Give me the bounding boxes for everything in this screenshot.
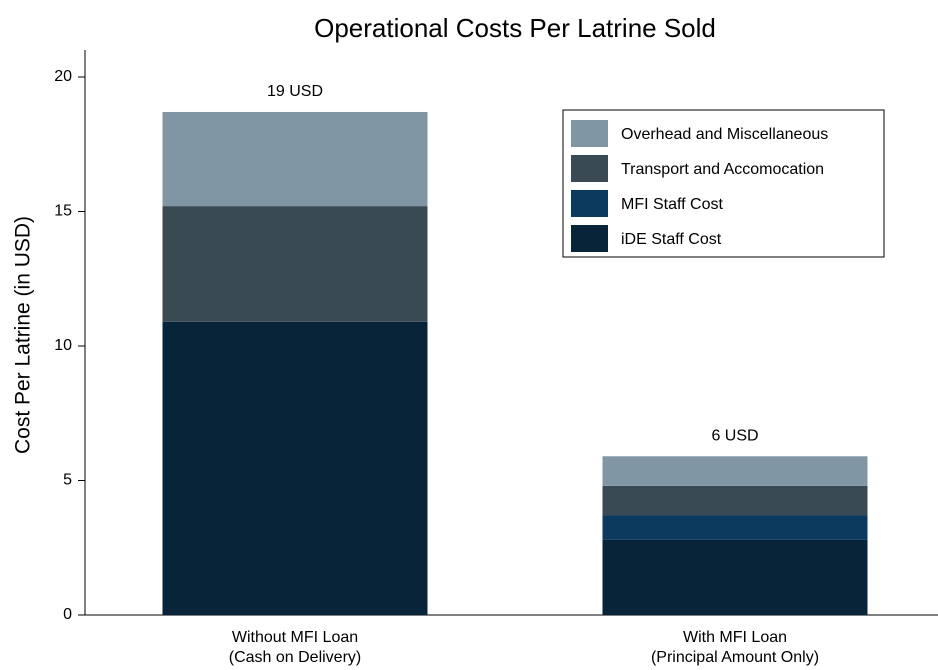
bar-segment [602,539,868,615]
y-tick-label: 0 [63,606,72,623]
y-tick-label: 5 [63,472,72,489]
bar-segment [602,456,868,486]
legend-label: iDE Staff Cost [621,231,722,248]
total-label: 19 USD [267,83,323,100]
x-tick-label: Without MFI Loan [232,629,358,646]
chart-title: Operational Costs Per Latrine Sold [314,13,716,43]
legend-label: MFI Staff Cost [621,196,724,213]
x-tick-label: (Cash on Delivery) [229,649,361,666]
legend-swatch [571,225,608,252]
legend-swatch [571,190,608,217]
bar-segment [162,111,428,207]
legend-swatch [571,120,608,147]
total-label: 6 USD [711,428,758,445]
legend-box [562,109,885,258]
legend-label: Overhead and Miscellaneous [621,126,828,143]
bar-segment [162,321,428,615]
x-tick-label: (Principal Amount Only) [651,649,819,666]
legend-label: Transport and Accomocation [621,161,824,178]
x-tick-label: With MFI Loan [683,629,787,646]
bar-segment [602,515,868,540]
y-tick-label: 15 [54,203,72,220]
y-axis-label: Cost Per Latrine (in USD) [12,216,35,454]
y-tick-label: 10 [54,337,72,354]
bar-segment [162,206,428,322]
bar-segment [602,485,868,516]
legend-swatch [571,155,608,182]
y-tick-label: 20 [54,68,72,85]
